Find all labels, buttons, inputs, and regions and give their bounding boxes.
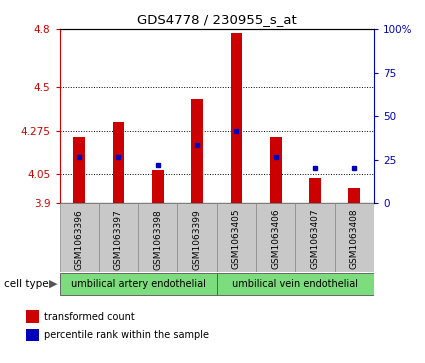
Bar xyxy=(26,329,39,341)
Bar xyxy=(309,178,321,203)
Bar xyxy=(348,188,360,203)
Bar xyxy=(335,203,374,272)
Text: umbilical artery endothelial: umbilical artery endothelial xyxy=(71,279,206,289)
Bar xyxy=(270,138,282,203)
Text: GSM1063406: GSM1063406 xyxy=(271,209,280,269)
Bar xyxy=(191,99,203,203)
Text: GSM1063397: GSM1063397 xyxy=(114,209,123,270)
Text: GSM1063398: GSM1063398 xyxy=(153,209,162,270)
Bar xyxy=(113,122,125,203)
Bar xyxy=(60,203,99,272)
Bar xyxy=(99,203,138,272)
Bar xyxy=(217,273,374,295)
Bar xyxy=(230,33,242,203)
Bar xyxy=(138,203,178,272)
Text: umbilical vein endothelial: umbilical vein endothelial xyxy=(232,279,358,289)
Text: transformed count: transformed count xyxy=(44,312,135,322)
Text: GSM1063405: GSM1063405 xyxy=(232,209,241,269)
Bar xyxy=(152,170,164,203)
Text: ▶: ▶ xyxy=(49,279,57,289)
Bar xyxy=(60,273,217,295)
Bar xyxy=(26,310,39,323)
Text: percentile rank within the sample: percentile rank within the sample xyxy=(44,330,209,340)
Bar xyxy=(73,138,85,203)
Bar xyxy=(217,203,256,272)
Text: GSM1063399: GSM1063399 xyxy=(193,209,201,270)
Bar xyxy=(295,203,335,272)
Title: GDS4778 / 230955_s_at: GDS4778 / 230955_s_at xyxy=(137,13,297,26)
Text: cell type: cell type xyxy=(4,279,49,289)
Bar xyxy=(178,203,217,272)
Text: GSM1063408: GSM1063408 xyxy=(350,209,359,269)
Text: GSM1063407: GSM1063407 xyxy=(311,209,320,269)
Bar xyxy=(256,203,295,272)
Text: GSM1063396: GSM1063396 xyxy=(75,209,84,270)
